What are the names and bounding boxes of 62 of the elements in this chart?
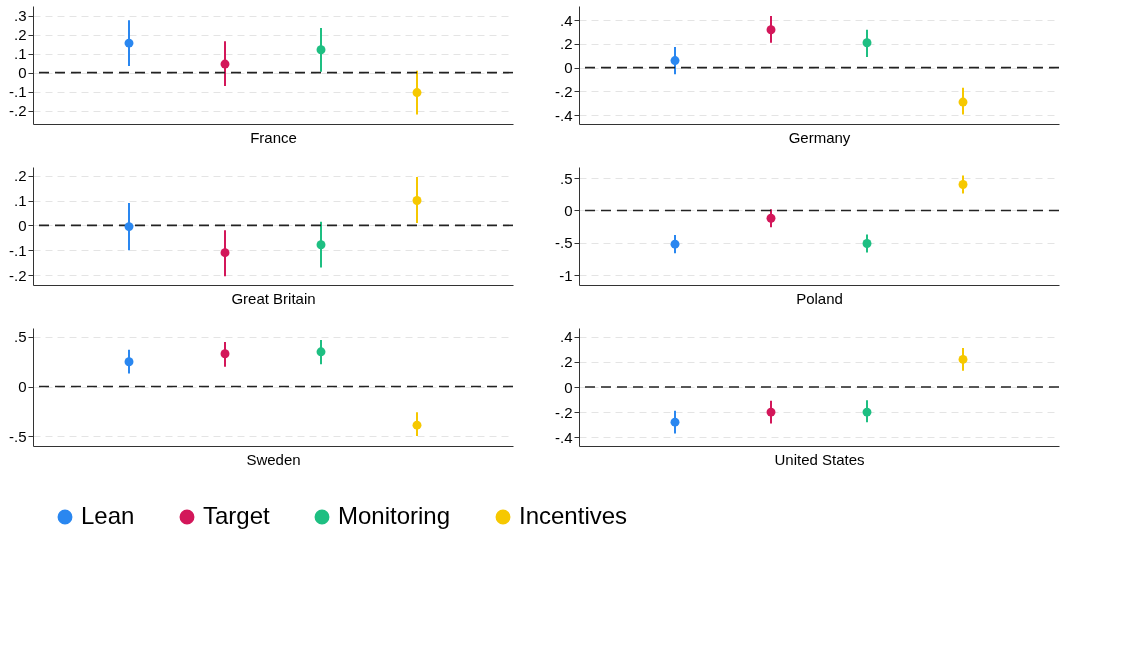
y-tick-label: .1 (13, 192, 27, 210)
point (766, 213, 776, 223)
y-tick-label: -.1 (8, 83, 27, 101)
y-tick-label: .1 (13, 45, 27, 63)
y-tick-label: -.1 (8, 241, 27, 259)
x-axis-title: France (250, 128, 297, 146)
y-tick-label: 0 (18, 216, 27, 234)
point (316, 347, 326, 357)
point (124, 222, 134, 232)
y-tick-label: -.4 (554, 106, 573, 124)
point (220, 349, 230, 359)
point (766, 407, 776, 417)
y-tick-label: -.2 (8, 266, 27, 284)
point (412, 196, 422, 205)
y-tick-label: -.2 (554, 403, 573, 421)
point (862, 38, 872, 48)
y-tick-label: .5 (13, 328, 27, 346)
point (670, 239, 680, 249)
y-tick-label: .4 (559, 11, 573, 29)
x-axis-title: Poland (796, 289, 843, 307)
point (862, 407, 872, 417)
point (220, 59, 230, 69)
point (124, 38, 134, 48)
y-tick-label: -.2 (554, 82, 573, 100)
y-tick-label: -.2 (8, 102, 27, 120)
point (670, 56, 680, 66)
y-tick-label: 0 (564, 59, 573, 77)
y-tick-label: -.5 (8, 427, 27, 445)
point (316, 240, 326, 250)
y-tick-label: .2 (559, 353, 573, 371)
x-axis-title: Germany (788, 128, 851, 146)
legend-label: Lean (81, 502, 135, 529)
point (412, 88, 422, 98)
y-tick-label: .2 (13, 26, 27, 44)
point (124, 357, 134, 367)
point (862, 239, 872, 248)
y-tick-label: 0 (564, 378, 573, 396)
y-tick-label: 0 (18, 64, 27, 82)
point (958, 97, 968, 107)
y-tick-label: -.5 (554, 234, 573, 252)
y-tick-label: .2 (559, 35, 573, 53)
x-axis-title: United States (774, 450, 865, 468)
x-axis-title: Sweden (246, 450, 301, 468)
point (670, 417, 680, 427)
y-tick-label: 0 (18, 378, 27, 395)
y-tick-label: .3 (13, 7, 27, 25)
y-tick-label: .4 (559, 328, 573, 346)
point (958, 180, 968, 189)
y-tick-label: -1 (559, 266, 573, 284)
legend-label: Incentives (519, 502, 628, 529)
point (316, 45, 326, 55)
point (958, 354, 968, 364)
y-tick-label: .5 (559, 169, 573, 187)
x-axis-title: Great Britain (231, 289, 316, 307)
y-tick-label: 0 (564, 201, 573, 219)
legend-label: Monitoring (338, 502, 451, 529)
point (766, 25, 776, 35)
y-tick-label: -.4 (554, 428, 573, 446)
point (412, 420, 422, 430)
point (220, 248, 230, 258)
legend-label: Target (203, 502, 271, 529)
y-tick-label: .2 (13, 167, 27, 185)
